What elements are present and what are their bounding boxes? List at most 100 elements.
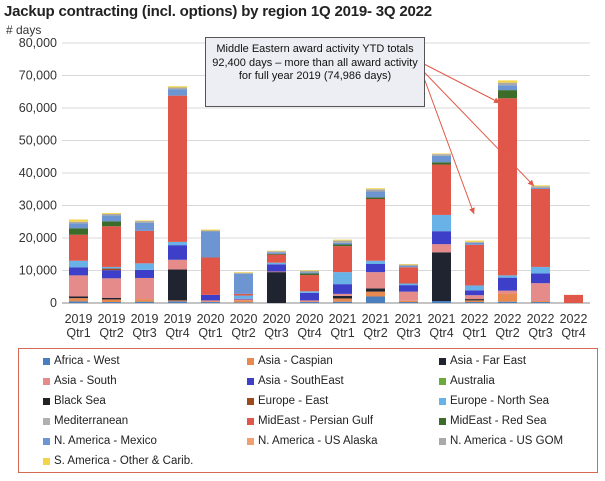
bar-segment xyxy=(201,257,220,295)
bar-segment xyxy=(465,241,484,243)
bar-segment xyxy=(102,221,121,227)
x-tick-quarter: Qtr1 xyxy=(330,326,354,340)
bar-segment xyxy=(465,242,484,245)
x-tick-year: 2020 xyxy=(197,312,225,326)
bar-segment xyxy=(135,277,154,300)
bar-segment xyxy=(498,85,517,91)
bar-segment xyxy=(432,155,451,163)
bar-segment xyxy=(432,214,451,232)
x-tick-quarter: Qtr4 xyxy=(165,326,189,340)
x-tick-quarter: Qtr2 xyxy=(99,326,123,340)
bar-segment xyxy=(69,298,88,302)
bar-segment xyxy=(432,231,451,245)
bar-segment xyxy=(267,271,286,273)
bar-segment xyxy=(498,275,517,278)
bar-segment xyxy=(333,240,352,243)
bar-segment xyxy=(234,272,253,273)
bar-segment xyxy=(102,213,121,216)
bar-segment xyxy=(234,293,253,296)
bar-segment xyxy=(366,199,385,261)
bar-segment xyxy=(531,273,550,284)
bar-segment xyxy=(135,263,154,270)
legend-swatch xyxy=(247,417,254,425)
bar-segment xyxy=(102,215,121,222)
bar-segment xyxy=(300,301,319,303)
legend-swatch xyxy=(439,377,446,385)
x-tick-year: 2021 xyxy=(329,312,357,326)
y-axis-ticks: 0 10,000 20,000 30,000 40,000 50,000 60,000 70,… xyxy=(19,36,57,310)
annotation-callout: Middle Eastern award activity YTD totals… xyxy=(205,37,425,107)
legend-item: Asia - SouthEast xyxy=(247,375,344,387)
legend-label: Asia - South xyxy=(54,375,117,387)
legend-item: Asia - South xyxy=(43,375,117,387)
legend-item: Europe - East xyxy=(247,395,328,407)
legend-label: Asia - Far East xyxy=(450,355,527,367)
bar-segment xyxy=(201,229,220,231)
bar-segment xyxy=(102,302,121,303)
bar-segment xyxy=(69,221,88,224)
bar-segment xyxy=(102,266,121,269)
bar-segment xyxy=(333,293,352,296)
bar-segment xyxy=(69,301,88,303)
bar-segment xyxy=(366,291,385,297)
legend-item: Asia - Caspian xyxy=(247,355,333,367)
x-tick-year: 2021 xyxy=(362,312,390,326)
bar-segment xyxy=(465,302,484,303)
bar-segment xyxy=(399,300,418,303)
x-tick-year: 2021 xyxy=(428,312,456,326)
bar-segment xyxy=(300,273,319,276)
bar-segment xyxy=(168,87,187,90)
bar-segment xyxy=(267,252,286,254)
bar-segment xyxy=(168,95,187,242)
bar-segment xyxy=(300,275,319,292)
bar-segment xyxy=(498,277,517,291)
bar-segment xyxy=(102,212,121,214)
bar-segment xyxy=(366,188,385,190)
bar-segment xyxy=(102,297,121,300)
bar-segment xyxy=(465,300,484,303)
bar-segment xyxy=(333,298,352,302)
legend-label: Asia - SouthEast xyxy=(258,375,344,387)
bar-segment xyxy=(234,300,253,303)
bar-segment xyxy=(366,272,385,289)
bar-segment xyxy=(300,291,319,293)
x-tick-year: 2019 xyxy=(65,312,93,326)
x-tick-quarter: Qtr2 xyxy=(495,326,519,340)
bar-segment xyxy=(267,253,286,255)
legend-swatch xyxy=(43,377,50,385)
bar-segment xyxy=(531,301,550,303)
bar-segment xyxy=(300,272,319,274)
bar-segment xyxy=(432,164,451,215)
bar-segment xyxy=(201,301,220,303)
x-tick-year: 2022 xyxy=(527,312,555,326)
x-tick-quarter: Qtr3 xyxy=(528,326,552,340)
bar-segment xyxy=(366,197,385,199)
bar-segment xyxy=(168,269,187,301)
y-tick-label: 20,000 xyxy=(19,231,57,245)
y-tick-label: 0 xyxy=(50,296,57,310)
x-tick-year: 2020 xyxy=(263,312,291,326)
chart-title: Jackup contracting (incl. options) by re… xyxy=(4,3,432,20)
bar-segment xyxy=(234,302,253,303)
bar-segment xyxy=(69,260,88,268)
x-tick-quarter: Qtr3 xyxy=(396,326,420,340)
bar-segment xyxy=(564,294,583,303)
bar-segment xyxy=(465,244,484,286)
bar-segment xyxy=(69,296,88,299)
legend-swatch xyxy=(43,397,50,405)
legend-swatch xyxy=(43,417,50,425)
bar-segment xyxy=(498,90,517,99)
legend-swatch xyxy=(439,357,446,365)
bar-segment xyxy=(432,244,451,253)
bar-segment xyxy=(234,299,253,301)
x-tick-quarter: Qtr2 xyxy=(363,326,387,340)
bar-segment xyxy=(168,241,187,246)
bar-segment xyxy=(399,267,418,284)
bar-segment xyxy=(498,293,517,302)
legend-item: Africa - West xyxy=(43,355,120,367)
legend-swatch xyxy=(247,377,254,385)
bar-segment xyxy=(201,231,220,258)
bar-segment xyxy=(201,230,220,232)
bar-segment xyxy=(234,273,253,294)
legend-label: N. America - US Alaska xyxy=(258,435,378,447)
